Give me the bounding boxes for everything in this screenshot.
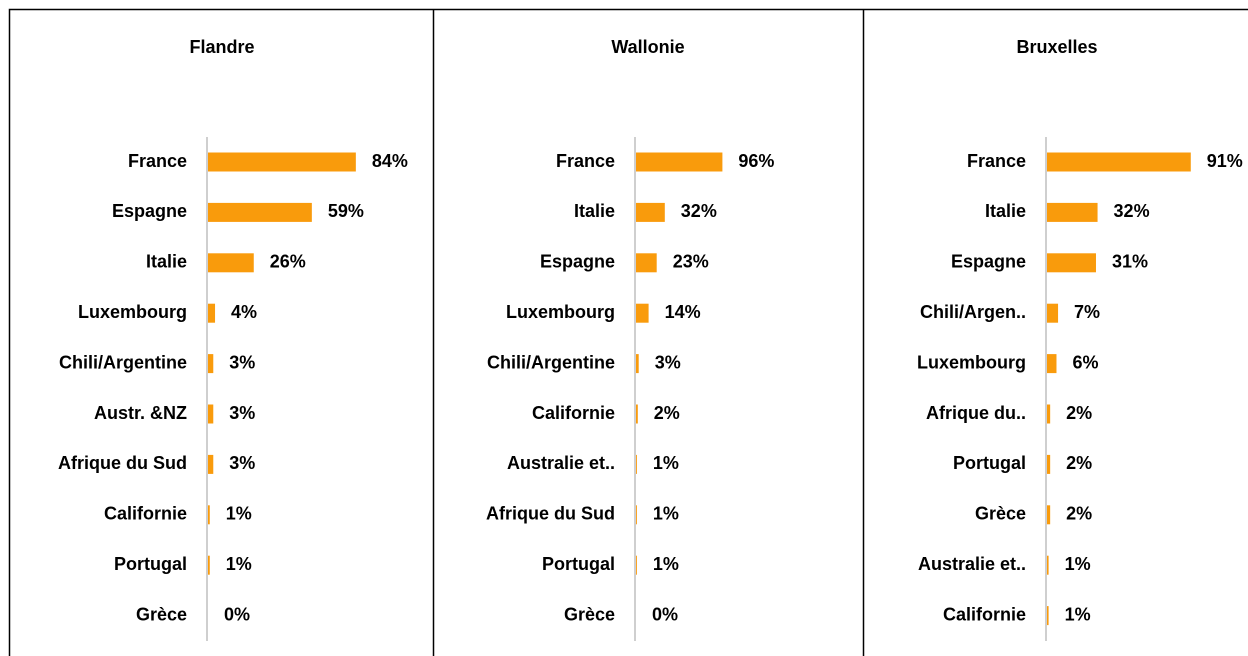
value-label: 3% [229, 403, 255, 423]
value-label: 1% [1065, 604, 1091, 624]
bar [208, 555, 210, 575]
bar [1047, 555, 1049, 575]
bar [208, 253, 254, 273]
value-label: 3% [229, 352, 255, 372]
category-label: France [967, 151, 1026, 171]
value-label: 91% [1207, 151, 1243, 171]
category-label: Afrique du.. [926, 403, 1026, 423]
category-label: Espagne [951, 252, 1026, 272]
value-label: 3% [229, 453, 255, 473]
category-label: Australie et.. [918, 554, 1026, 574]
bar [636, 152, 723, 172]
category-label: Grèce [136, 604, 187, 624]
category-label: Portugal [542, 554, 615, 574]
category-label: Luxembourg [506, 302, 615, 322]
bar [1047, 606, 1049, 626]
bar [636, 303, 649, 323]
category-label: Californie [943, 604, 1026, 624]
category-label: Afrique du Sud [486, 504, 615, 524]
bar [208, 404, 214, 424]
category-label: Austr. &NZ [94, 403, 187, 423]
bar [208, 354, 214, 374]
bar [1047, 454, 1051, 474]
bar [208, 505, 210, 525]
value-label: 4% [231, 302, 257, 322]
category-label: Chili/Argentine [59, 352, 187, 372]
value-label: 84% [372, 151, 408, 171]
bar [208, 152, 356, 172]
bar [636, 454, 637, 474]
value-label: 59% [328, 201, 364, 221]
value-label: 1% [226, 504, 252, 524]
value-label: 31% [1112, 252, 1148, 272]
value-label: 1% [653, 504, 679, 524]
bar [208, 202, 312, 222]
bar [1047, 303, 1059, 323]
bar [1047, 152, 1191, 172]
value-label: 3% [655, 352, 681, 372]
value-label: 96% [738, 151, 774, 171]
bar [1047, 253, 1096, 273]
bar [1047, 505, 1051, 525]
bar [636, 202, 665, 222]
category-label: Luxembourg [78, 302, 187, 322]
value-label: 1% [653, 554, 679, 574]
category-label: France [556, 151, 615, 171]
value-label: 32% [681, 201, 717, 221]
value-label: 1% [226, 554, 252, 574]
bar [636, 404, 638, 424]
category-label: Portugal [114, 554, 187, 574]
bar [636, 253, 657, 273]
value-label: 6% [1072, 352, 1098, 372]
value-label: 7% [1074, 302, 1100, 322]
value-label: 2% [654, 403, 680, 423]
value-label: 2% [1066, 453, 1092, 473]
category-label: Australie et.. [507, 453, 615, 473]
frame [8, 8, 1248, 656]
bar [1047, 202, 1098, 222]
category-label: Californie [532, 403, 615, 423]
value-label: 0% [652, 604, 678, 624]
bar [636, 505, 637, 525]
value-label: 26% [270, 252, 306, 272]
chart-title: Bruxelles [1016, 37, 1097, 57]
value-label: 14% [665, 302, 701, 322]
value-label: 23% [673, 252, 709, 272]
category-label: Californie [104, 504, 187, 524]
chart-title: Wallonie [611, 37, 684, 57]
value-label: 1% [1065, 554, 1091, 574]
category-label: Portugal [953, 453, 1026, 473]
chart-title: Flandre [189, 37, 254, 57]
bar [208, 303, 216, 323]
value-label: 2% [1066, 504, 1092, 524]
value-label: 1% [653, 453, 679, 473]
bar [636, 555, 637, 575]
category-label: France [128, 151, 187, 171]
category-label: Chili/Argentine [487, 352, 615, 372]
category-label: Grèce [564, 604, 615, 624]
category-label: Luxembourg [917, 352, 1026, 372]
category-label: Italie [146, 252, 187, 272]
value-label: 2% [1066, 403, 1092, 423]
category-label: Chili/Argen.. [920, 302, 1026, 322]
category-label: Italie [574, 201, 615, 221]
bar [1047, 404, 1051, 424]
category-label: Grèce [975, 504, 1026, 524]
bar [208, 454, 214, 474]
category-label: Espagne [540, 252, 615, 272]
category-label: Espagne [112, 201, 187, 221]
value-label: 32% [1114, 201, 1150, 221]
bar [1047, 354, 1057, 374]
value-label: 0% [224, 604, 250, 624]
category-label: Italie [985, 201, 1026, 221]
category-label: Afrique du Sud [58, 453, 187, 473]
bar [636, 354, 639, 374]
